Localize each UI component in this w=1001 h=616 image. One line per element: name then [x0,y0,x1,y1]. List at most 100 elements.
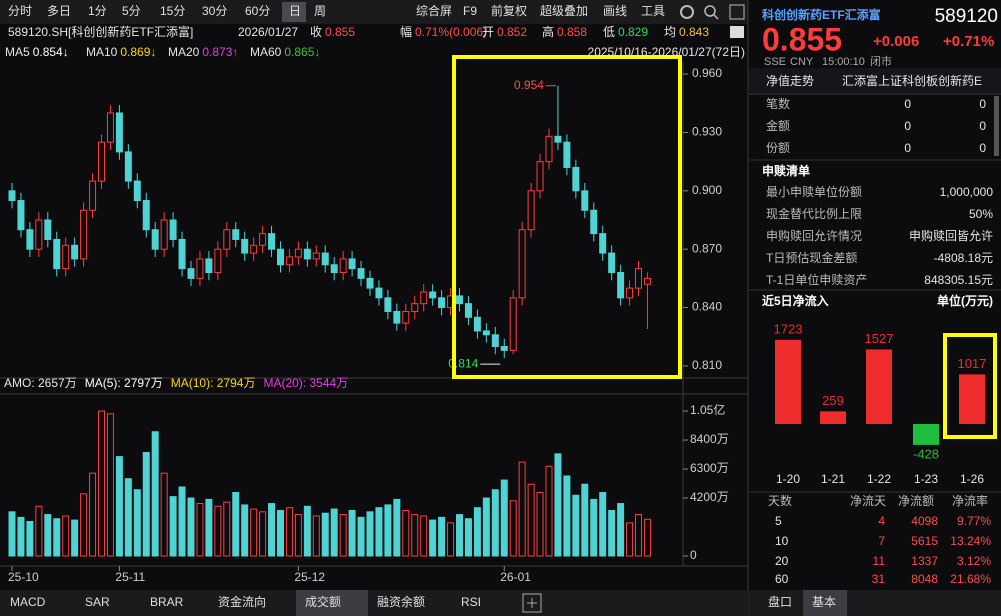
table-cell: 7 [878,534,885,548]
indicator-tab[interactable]: RSI [461,595,481,609]
flow-date: 1-22 [867,472,891,486]
candle-body [643,277,651,285]
candle-body [214,248,222,274]
tool-button[interactable]: 工具 [641,4,665,18]
volume-bar [62,515,70,557]
y-tick-label: 0.900 [692,183,722,197]
candle-body [617,272,625,299]
period-tab[interactable]: 15分 [160,4,185,18]
settings-icon[interactable] [680,5,694,19]
highlight-box [943,333,997,439]
candle-body [17,200,25,231]
date: 2026/01/27 [238,25,298,39]
volume-bar [151,431,159,557]
volume-legend: MA(10): 2794万 [171,376,256,390]
ma-label: MA60 [250,45,282,59]
period-tab[interactable]: 多日 [47,4,71,18]
volume-bar [456,514,463,557]
period-tab[interactable]: 5分 [122,4,141,18]
table-cell: 4 [878,514,885,528]
candle-body [196,258,204,279]
content: 分时 多日 1分 5分 15分 30分 60分 日周 综合屏 F9 前复权 超级叠加 画线 工具 58912… [4,3,998,609]
tool-button[interactable]: F9 [463,4,477,18]
nav-tab[interactable]: 净值走势 [766,73,814,88]
search-icon[interactable] [704,5,716,17]
volume-bar [366,511,374,557]
candle-body [348,258,356,270]
candle-body [142,200,150,231]
candle-body [509,297,517,351]
volume-bar [277,509,284,557]
volume-bar [339,514,347,557]
info-value: 0.829 [618,25,648,39]
unit-label: 单位(万元) [937,293,993,308]
indicator-tab[interactable]: SAR [85,595,110,609]
y-tick-label: 4200万 [690,490,729,504]
period-tab[interactable]: 日 [289,4,301,18]
candle-body [62,244,70,270]
volume-bar [106,413,114,557]
candle-body [482,330,490,336]
indicator-tab[interactable]: 成交额 [305,594,341,609]
ma-value: 0.854↓ [33,45,69,59]
volume-bar [635,514,642,557]
flow-bar [913,423,939,445]
security-code: 589120.SH[科创创新药ETF汇添富] [8,24,193,39]
period-tab[interactable]: 分时 [8,4,32,18]
ma-label: MA20 [168,45,200,59]
volume-bar [608,509,616,557]
candle-body [491,334,499,347]
tool-button[interactable]: 综合屏 [416,3,452,18]
period-tab[interactable]: 1分 [88,4,107,18]
candle-body [268,233,276,250]
period-tab[interactable]: 60分 [245,4,270,18]
indicator-tab[interactable]: BRAR [150,595,184,609]
tool-button[interactable]: 前复权 [491,3,527,18]
table-cell: 4098 [911,514,938,528]
market-meta: CNY [790,56,814,68]
add-tab[interactable] [522,593,542,613]
volume-bar [115,456,123,557]
volume-bar [241,504,249,557]
candle-body [429,291,437,299]
section-title: 近5日净流入 [762,293,829,308]
info-value: 0.71%(0.006) [415,25,487,39]
tool-button[interactable]: 画线 [603,4,627,18]
volume-bar [617,503,625,557]
side-tab[interactable]: 盘口 [768,594,792,609]
wp-icon[interactable] [730,26,744,38]
candle-body [464,303,472,318]
stat-value: 0 [904,141,911,155]
info-value: 0.858 [557,25,587,39]
indicator-tab[interactable]: 融资余额 [377,594,425,609]
volume-bar [142,451,150,557]
volume-legend: MA(20): 3544万 [263,376,348,390]
indicator-tab[interactable]: MACD [10,595,46,609]
table-cell: 20 [775,554,789,568]
candle-body [241,238,249,254]
nav-row-bg [749,68,1001,94]
candle-body [527,190,535,231]
volume-legend: AMO: 2657万 [4,376,77,390]
volume-bar [232,491,240,557]
tool-button[interactable]: 超级叠加 [540,3,588,18]
active-bottom-tab-bg [296,590,368,616]
flow-value: 1017 [958,356,987,371]
candle-body [277,248,284,266]
layout-icon[interactable] [729,4,745,20]
indicator-tab[interactable]: 资金流向 [218,594,266,609]
period-tab[interactable]: 周 [314,4,326,18]
side-tab[interactable]: 基本 [812,595,836,609]
volume-bar [321,512,329,557]
volume-bar [178,486,186,557]
candle-body [473,316,481,332]
info-label: 低 [603,25,615,39]
volume-bar [411,514,419,557]
scrollbar[interactable] [994,96,999,156]
flow-date: 1-26 [960,472,984,486]
volume-bar [509,500,517,557]
y-tick-label: 6300万 [690,461,729,475]
period-tab[interactable]: 30分 [202,4,227,18]
high-annotation: 0.954 [514,78,544,92]
